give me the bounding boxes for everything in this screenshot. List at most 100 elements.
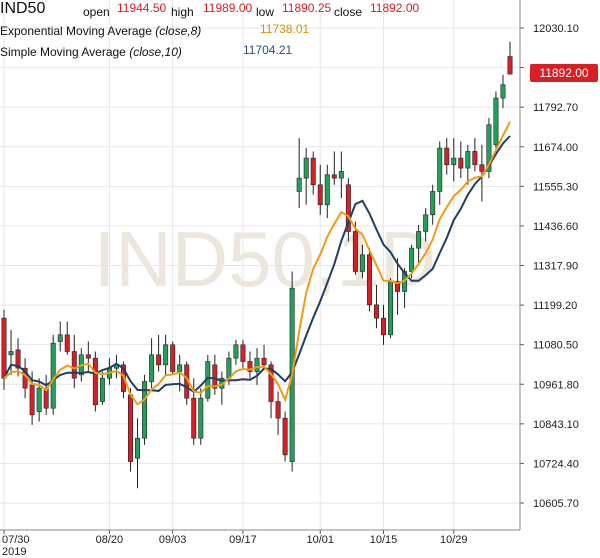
candle[interactable] (99, 371, 105, 405)
candle-body (275, 401, 281, 419)
x-tick-label: 08/20 (96, 534, 124, 546)
candle[interactable] (437, 141, 443, 205)
candle[interactable] (465, 144, 471, 185)
candle[interactable] (170, 341, 176, 375)
candle[interactable] (268, 361, 274, 419)
candle[interactable] (212, 354, 218, 395)
candle[interactable] (395, 258, 401, 315)
candle-body (437, 147, 443, 192)
candle-body (240, 344, 246, 362)
candle[interactable] (92, 351, 98, 412)
y-tick-label: 10961.80 (533, 379, 579, 391)
candle[interactable] (247, 351, 253, 379)
candle-body (92, 357, 98, 406)
candle[interactable] (444, 138, 450, 175)
candle[interactable] (303, 148, 309, 205)
ema-value: 11738.01 (260, 22, 310, 36)
candle[interactable] (310, 151, 316, 195)
candle[interactable] (373, 284, 379, 329)
candle[interactable] (345, 178, 351, 242)
candle[interactable] (275, 391, 281, 435)
candle[interactable] (8, 329, 14, 375)
candle[interactable] (317, 164, 323, 215)
candle[interactable] (149, 338, 155, 389)
candle-body (142, 381, 148, 439)
candle-body (479, 164, 485, 172)
candle[interactable] (486, 118, 492, 179)
candle[interactable] (381, 304, 386, 345)
candle-body (177, 364, 183, 372)
candle[interactable] (85, 341, 91, 372)
y-tick-label: 11436.60 (533, 221, 578, 233)
candle[interactable] (233, 339, 239, 365)
candle[interactable] (352, 221, 358, 275)
candle-body (43, 387, 49, 409)
candle[interactable] (500, 74, 506, 109)
close-label: close (334, 5, 363, 19)
candle[interactable] (282, 411, 288, 462)
candle[interactable] (156, 334, 162, 372)
candle[interactable] (57, 321, 63, 352)
y-tick-label: 10605.70 (533, 498, 579, 510)
x-tick-label: 09/03 (159, 534, 187, 546)
candle[interactable] (184, 361, 190, 405)
candle-body (247, 361, 253, 372)
candle[interactable] (331, 151, 337, 185)
y-tick-label: 12030.10 (533, 23, 579, 35)
candle[interactable] (64, 321, 70, 355)
candle-body (71, 351, 77, 379)
high-value: 11989.00 (203, 1, 253, 15)
candle-body (444, 147, 450, 166)
candle[interactable] (324, 164, 330, 219)
candle-body (366, 254, 372, 306)
candle[interactable] (507, 41, 513, 75)
candle[interactable] (261, 344, 267, 369)
candle[interactable] (198, 388, 204, 445)
candle-body (507, 56, 513, 75)
candle[interactable] (128, 388, 133, 472)
candle-body (458, 157, 464, 169)
candle[interactable] (71, 334, 77, 389)
candle[interactable] (359, 244, 365, 279)
candle[interactable] (15, 338, 21, 377)
price-badge-value: 11892.00 (539, 66, 588, 80)
candle[interactable] (163, 334, 169, 375)
candle-body (395, 281, 401, 292)
candle[interactable] (296, 138, 302, 209)
candle[interactable] (430, 184, 436, 225)
candle[interactable] (135, 418, 141, 489)
candle-body (15, 349, 21, 369)
open-value: 11944.50 (117, 1, 167, 15)
candle[interactable] (472, 138, 478, 172)
candle-body (85, 354, 91, 359)
x-tick-label: 09/17 (229, 534, 257, 546)
candle-body (500, 84, 506, 99)
candle[interactable] (451, 138, 457, 182)
x-tick-label: 10/15 (370, 534, 398, 546)
candle-body (331, 174, 337, 179)
candle[interactable] (50, 334, 56, 415)
candle[interactable] (423, 208, 429, 242)
candle[interactable] (366, 248, 372, 312)
x-tick-label: 10/01 (306, 534, 334, 546)
candle[interactable] (479, 144, 485, 202)
candle[interactable] (338, 151, 344, 199)
candle[interactable] (388, 278, 394, 339)
candle-body (472, 151, 478, 166)
candle-body (261, 357, 267, 366)
candle[interactable] (493, 91, 499, 152)
candle[interactable] (43, 374, 49, 415)
candle-body (191, 397, 197, 439)
candle-body (1, 317, 7, 379)
y-tick-label: 11317.90 (533, 261, 578, 273)
close-value: 11892.00 (370, 1, 420, 15)
candle-body (128, 394, 133, 462)
candle[interactable] (142, 374, 148, 445)
candle[interactable] (240, 339, 246, 369)
candle[interactable] (458, 141, 464, 179)
sma-value: 11704.21 (243, 43, 293, 57)
candle-body (416, 231, 422, 249)
candle[interactable] (416, 224, 422, 265)
